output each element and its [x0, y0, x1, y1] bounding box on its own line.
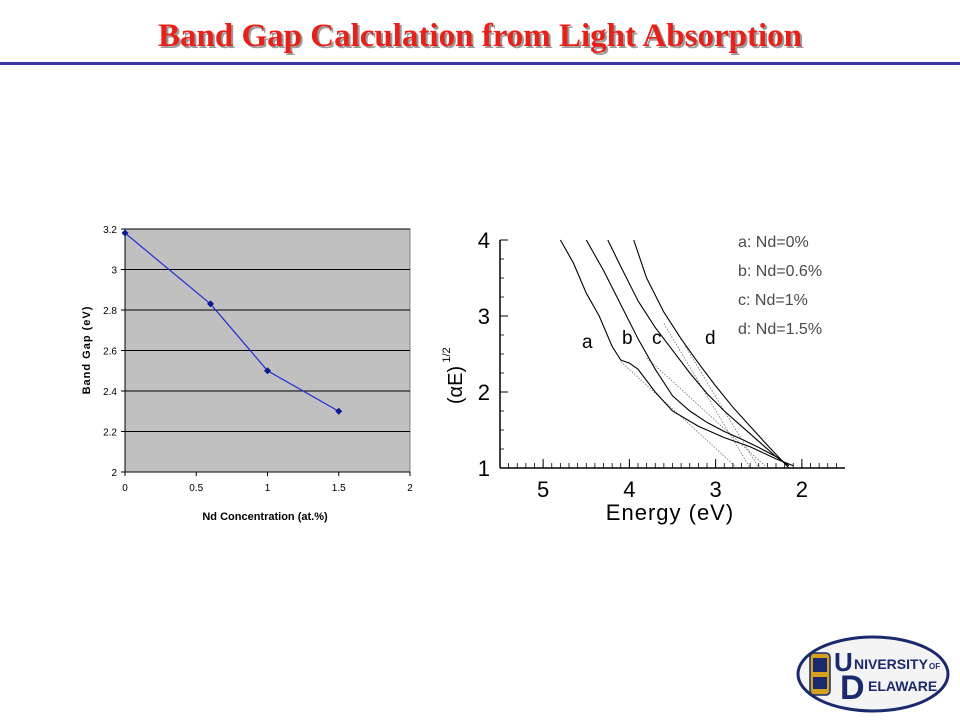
logo-line1-of: OF [929, 662, 940, 671]
curve-label: d [705, 328, 716, 349]
x-axis-label: Energy (eV) [606, 500, 734, 525]
x-axis-label: Nd Concentration (at.%) [202, 511, 328, 523]
legend-entry: c: Nd=1% [738, 292, 808, 309]
y-tick-label: 1 [478, 456, 490, 481]
y-tick-label: 2.8 [103, 306, 117, 317]
extrapolation-lines [620, 323, 768, 469]
curve-d [633, 239, 790, 469]
y-axis-label-superscript: 1/2 [441, 347, 453, 362]
data-point [207, 300, 214, 308]
curve-label: b [622, 328, 633, 349]
x-tick-label: 1.5 [332, 483, 346, 494]
logo-oval [796, 635, 950, 713]
series-line [124, 232, 340, 412]
legend-entry: a: Nd=0% [738, 234, 809, 251]
x-tick-label: 2 [796, 477, 808, 502]
x-tick-label: 5 [537, 477, 549, 502]
data-series [121, 229, 343, 415]
logo-line1-initial: U [834, 647, 853, 677]
curve-label: c [652, 328, 662, 349]
x-tick-label: 0.5 [189, 483, 203, 494]
y-tick-label: 3.2 [103, 225, 117, 236]
legend-entry: d: Nd=1.5% [738, 321, 822, 338]
x-tick-label: 3 [710, 477, 722, 502]
y-axis-label: Band Gap (eV) [81, 306, 93, 395]
y-axis-label-group: (αE) 1/2 [441, 347, 467, 404]
y-tick-label: 2 [478, 380, 490, 405]
band-gap-chart: 0 0.5 1 1.5 2 2 2.2 2.4 2.6 2.8 3 3.2 Nd Concentrat… [81, 225, 413, 523]
y-axis-label: (αE) [445, 366, 467, 404]
extrapolation-line [685, 346, 760, 469]
slide-title: Band Gap Calculation from Light Absorpti… [158, 18, 802, 54]
x-tick-label: 4 [623, 477, 635, 502]
y-tick-label: 2.4 [103, 387, 117, 398]
y-tick-label: 3 [478, 304, 490, 329]
data-point [121, 229, 129, 237]
logo-line1-rest: NIVERSITY [854, 656, 929, 672]
tick-labels: 5 4 3 2 1 2 3 4 [478, 228, 808, 502]
data-point [264, 367, 271, 375]
curve-a [559, 239, 794, 467]
title-rule [0, 62, 960, 65]
university-logo: U NIVERSITY OF D ELAWARE [796, 635, 950, 713]
extrapolation-line [663, 323, 751, 469]
logo-line2-rest: ELAWARE [868, 678, 937, 694]
tick-labels: 0 0.5 1 1.5 2 2 2.2 2.4 2.6 2.8 3 3.2 [103, 225, 413, 494]
logo-line2-initial: D [840, 669, 865, 707]
x-tick-label: 1 [265, 483, 271, 494]
y-tick-label: 2.6 [103, 347, 117, 358]
curve-c [607, 239, 790, 467]
data-point [335, 407, 343, 415]
legend: a: Nd=0% b: Nd=0.6% c: Nd=1% d: Nd=1.5% [738, 234, 822, 338]
y-tick-label: 2.2 [103, 428, 117, 439]
y-tick-label: 4 [478, 228, 490, 253]
seal-icon [809, 652, 831, 696]
axes [499, 239, 845, 469]
x-tick-label: 0 [122, 483, 128, 494]
y-tick-label: 2 [111, 468, 117, 479]
y-tick-label: 3 [111, 266, 117, 277]
curve-label: a [582, 332, 593, 353]
x-tick-label: 2 [407, 483, 413, 494]
curve-b [585, 239, 790, 467]
data-series [559, 239, 794, 469]
axes [121, 228, 411, 476]
legend-entry: b: Nd=0.6% [738, 263, 822, 280]
